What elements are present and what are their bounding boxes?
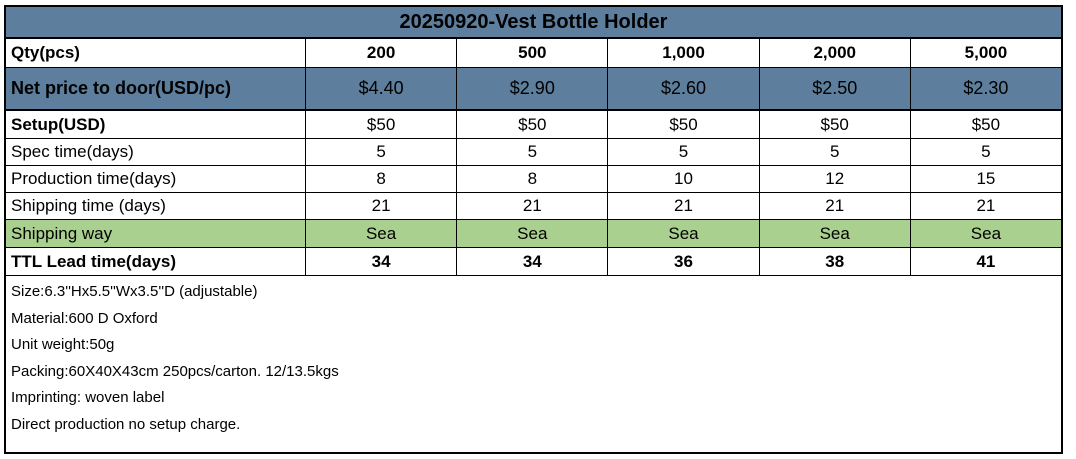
row-production-time: Production time(days) 8 8 10 12 15 <box>6 166 1061 193</box>
lead-time-cell: 36 <box>607 248 758 275</box>
row-qty: Qty(pcs) 200 500 1,000 2,000 5,000 <box>6 39 1061 68</box>
product-notes: Size:6.3''Hx5.5''Wx3.5''D (adjustable) M… <box>6 276 1061 452</box>
spec-cell: 5 <box>456 139 607 165</box>
lead-time-cell: 34 <box>305 248 456 275</box>
qty-cell: 200 <box>305 39 456 67</box>
row-shipping-time: Shipping time (days) 21 21 21 21 21 <box>6 193 1061 220</box>
price-cell: $2.60 <box>607 68 758 109</box>
setup-cell: $50 <box>909 111 1061 138</box>
setup-cell: $50 <box>758 111 910 138</box>
row-label: Shipping way <box>11 223 113 243</box>
price-cell: $2.30 <box>909 68 1061 109</box>
row-label: Setup(USD) <box>11 114 106 134</box>
note-packing: Packing:60X40X43cm 250pcs/carton. 12/13.… <box>11 362 339 380</box>
row-label: Spec time(days) <box>11 142 134 161</box>
production-cell: 8 <box>456 166 607 192</box>
row-net-price: Net price to door(USD/pc) $4.40 $2.90 $2… <box>6 68 1061 111</box>
shipping-time-cell: 21 <box>909 193 1061 219</box>
note-unit-weight: Unit weight:50g <box>11 336 115 353</box>
lead-time-cell: 38 <box>758 248 910 275</box>
qty-cell: 2,000 <box>758 39 910 67</box>
production-cell: 10 <box>607 166 758 192</box>
quote-table: 20250920-Vest Bottle Holder Qty(pcs) 200… <box>4 5 1063 454</box>
row-spec-time: Spec time(days) 5 5 5 5 5 <box>6 139 1061 166</box>
shipping-way-cell: Sea <box>456 220 607 247</box>
price-cell: $4.40 <box>305 68 456 109</box>
row-label: Qty(pcs) <box>11 43 80 62</box>
lead-time-cell: 34 <box>456 248 607 275</box>
shipping-time-cell: 21 <box>758 193 910 219</box>
qty-cell: 1,000 <box>607 39 758 67</box>
shipping-way-cell: Sea <box>305 220 456 247</box>
row-ttl-lead-time: TTL Lead time(days) 34 34 36 38 41 <box>6 248 1061 276</box>
shipping-time-cell: 21 <box>305 193 456 219</box>
shipping-way-cell: Sea <box>758 220 910 247</box>
row-shipping-way: Shipping way Sea Sea Sea Sea Sea <box>6 220 1061 248</box>
row-label: TTL Lead time(days) <box>11 251 176 271</box>
note-size: Size:6.3''Hx5.5''Wx3.5''D (adjustable) <box>11 283 258 300</box>
production-cell: 8 <box>305 166 456 192</box>
lead-time-cell: 41 <box>909 248 1061 275</box>
setup-cell: $50 <box>305 111 456 138</box>
qty-cell: 500 <box>456 39 607 67</box>
production-cell: 15 <box>909 166 1061 192</box>
table-title: 20250920-Vest Bottle Holder <box>6 7 1061 39</box>
production-cell: 12 <box>758 166 910 192</box>
spec-cell: 5 <box>607 139 758 165</box>
shipping-time-cell: 21 <box>607 193 758 219</box>
row-label: Net price to door(USD/pc) <box>11 78 232 98</box>
shipping-way-cell: Sea <box>909 220 1061 247</box>
setup-cell: $50 <box>456 111 607 138</box>
row-label: Production time(days) <box>11 169 177 188</box>
note-material: Material:600 D Oxford <box>11 309 158 327</box>
spec-cell: 5 <box>305 139 456 165</box>
price-cell: $2.50 <box>758 68 910 109</box>
price-cell: $2.90 <box>456 68 607 109</box>
note-direct-production: Direct production no setup charge. <box>11 415 241 433</box>
row-setup: Setup(USD) $50 $50 $50 $50 $50 <box>6 111 1061 139</box>
shipping-way-cell: Sea <box>607 220 758 247</box>
note-imprinting: Imprinting: woven label <box>11 389 165 406</box>
row-label: Shipping time (days) <box>11 196 166 215</box>
setup-cell: $50 <box>607 111 758 138</box>
spec-cell: 5 <box>909 139 1061 165</box>
spec-cell: 5 <box>758 139 910 165</box>
qty-cell: 5,000 <box>909 39 1061 67</box>
shipping-time-cell: 21 <box>456 193 607 219</box>
